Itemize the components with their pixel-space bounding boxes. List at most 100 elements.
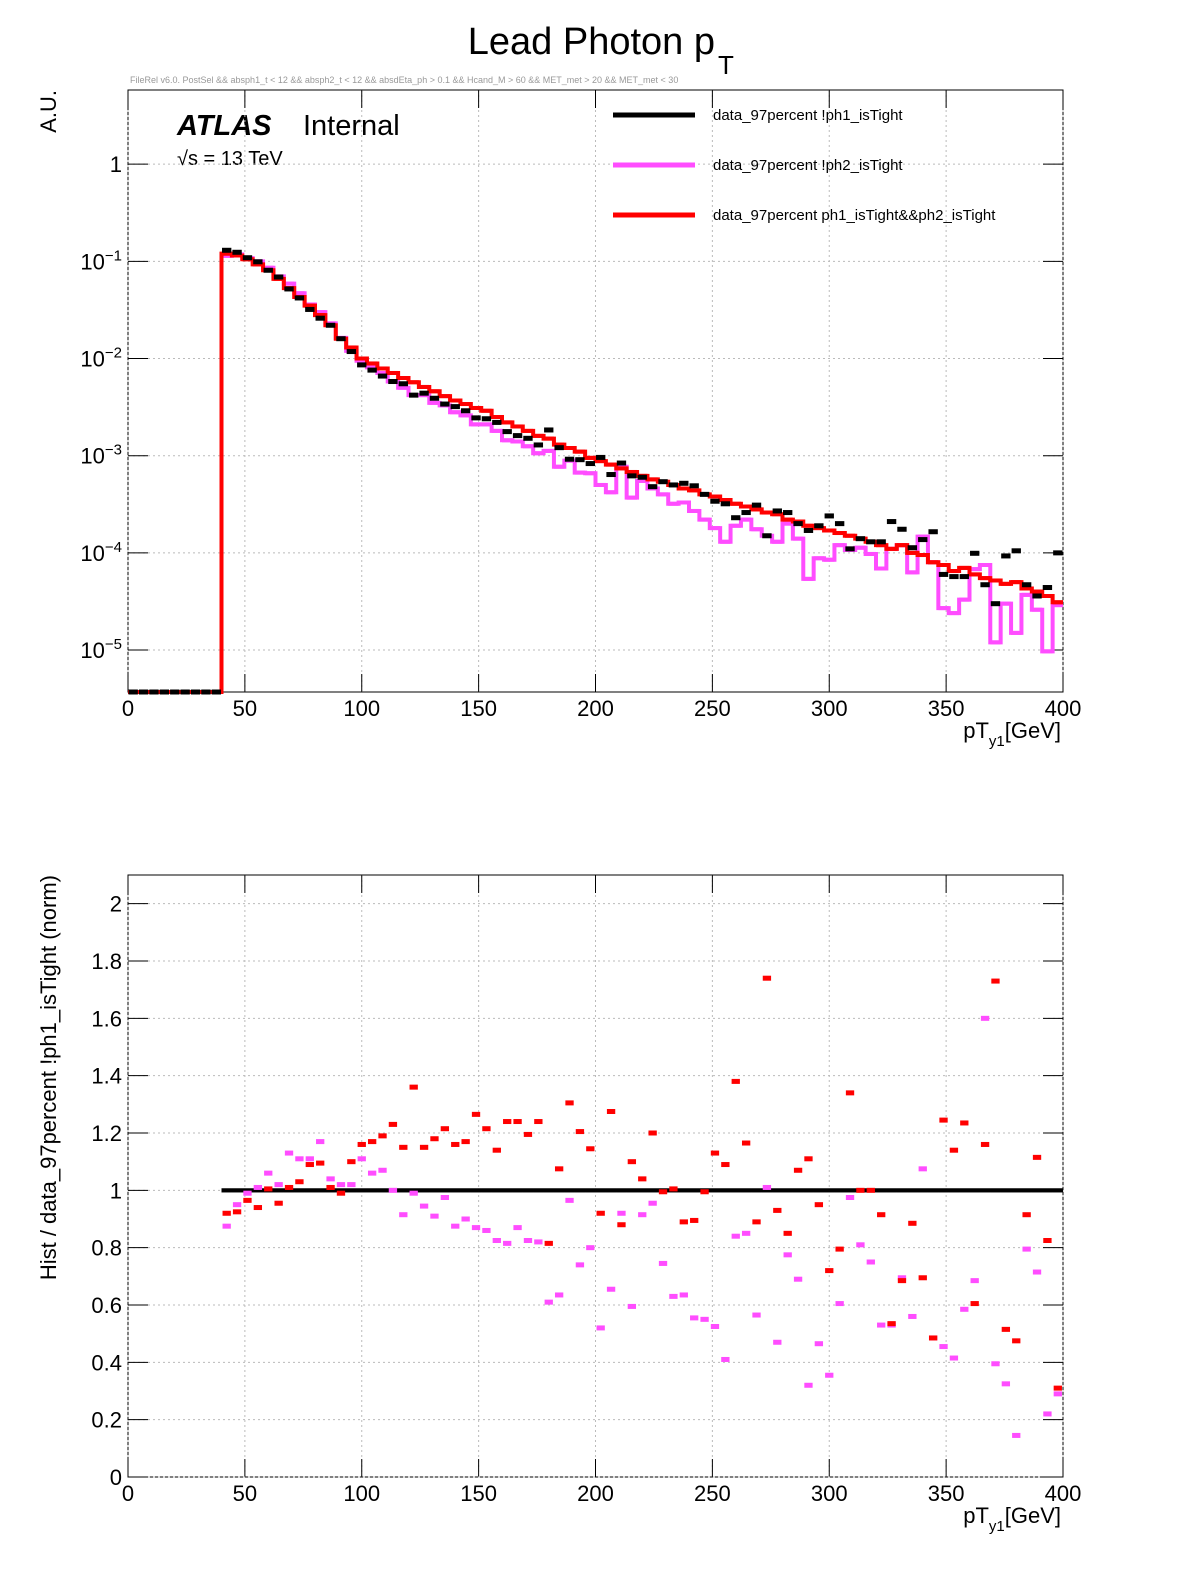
marker bbox=[357, 1141, 366, 1147]
marker bbox=[316, 1160, 325, 1166]
marker bbox=[689, 483, 699, 489]
marker bbox=[845, 546, 855, 552]
marker bbox=[876, 539, 886, 545]
marker bbox=[845, 1195, 855, 1200]
marker bbox=[471, 1111, 481, 1117]
marker bbox=[326, 1184, 335, 1190]
marker bbox=[284, 286, 294, 292]
marker bbox=[419, 1144, 429, 1150]
legend-label: data_97percent !ph2_isTight bbox=[713, 157, 903, 174]
marker bbox=[991, 978, 1000, 984]
marker bbox=[886, 519, 897, 525]
marker bbox=[544, 1299, 553, 1305]
marker bbox=[481, 416, 492, 422]
marker bbox=[596, 1325, 605, 1331]
marker bbox=[305, 1162, 314, 1168]
marker bbox=[710, 1324, 720, 1329]
marker bbox=[658, 1189, 668, 1195]
marker bbox=[855, 536, 866, 542]
y-tick-label: 0.2 bbox=[91, 1408, 122, 1433]
marker bbox=[990, 601, 1001, 607]
marker bbox=[669, 1186, 678, 1192]
marker bbox=[617, 1222, 626, 1228]
marker bbox=[960, 1306, 969, 1312]
marker bbox=[482, 1126, 491, 1132]
marker bbox=[222, 1210, 231, 1216]
marker bbox=[1012, 1338, 1021, 1344]
marker bbox=[647, 484, 658, 490]
marker bbox=[273, 274, 284, 280]
marker bbox=[316, 1139, 325, 1145]
marker bbox=[1032, 1269, 1042, 1275]
marker bbox=[138, 689, 149, 695]
marker bbox=[284, 1184, 294, 1190]
marker bbox=[960, 1120, 969, 1126]
marker bbox=[1012, 1432, 1021, 1438]
marker bbox=[460, 408, 471, 414]
y-axis-label: Hist / data_97percent !ph1_isTight (norm… bbox=[36, 875, 61, 1280]
energy-label: √s = 13 TeV bbox=[177, 148, 283, 170]
marker bbox=[751, 502, 762, 508]
marker bbox=[648, 1130, 657, 1136]
marker bbox=[315, 315, 325, 321]
step-outline bbox=[128, 251, 1063, 694]
marker bbox=[170, 689, 180, 695]
marker bbox=[949, 1147, 959, 1153]
marker bbox=[284, 1150, 294, 1156]
x-tick-label: 200 bbox=[577, 1481, 614, 1506]
marker bbox=[336, 1190, 346, 1196]
marker bbox=[180, 689, 190, 695]
marker bbox=[908, 1313, 917, 1319]
marker bbox=[440, 401, 450, 407]
marker bbox=[201, 689, 211, 695]
marker bbox=[959, 574, 969, 580]
marker bbox=[970, 1278, 979, 1284]
marker bbox=[503, 1240, 512, 1246]
marker bbox=[721, 1356, 730, 1362]
marker bbox=[253, 1205, 263, 1211]
marker bbox=[866, 1259, 875, 1265]
marker bbox=[429, 395, 440, 401]
marker bbox=[866, 539, 876, 545]
marker bbox=[907, 545, 918, 551]
marker bbox=[544, 427, 554, 433]
marker bbox=[835, 1246, 844, 1252]
marker bbox=[627, 473, 637, 479]
marker bbox=[1001, 1381, 1011, 1387]
marker bbox=[409, 392, 419, 398]
marker bbox=[669, 1293, 678, 1299]
x-axis-label: pTy1[GeV] bbox=[963, 718, 1061, 750]
marker bbox=[377, 373, 388, 379]
marker bbox=[627, 1159, 637, 1165]
x-tick-label: 150 bbox=[460, 1481, 497, 1506]
title: Lead Photon p bbox=[468, 21, 715, 63]
marker bbox=[928, 529, 938, 535]
marker bbox=[274, 1200, 283, 1206]
marker bbox=[554, 1166, 564, 1172]
x-tick-label: 300 bbox=[811, 1481, 848, 1506]
marker bbox=[263, 267, 273, 273]
marker bbox=[461, 1216, 470, 1222]
marker bbox=[357, 362, 367, 368]
marker bbox=[503, 1119, 512, 1125]
marker bbox=[232, 249, 242, 255]
marker bbox=[668, 482, 679, 488]
marker bbox=[699, 491, 710, 497]
marker bbox=[159, 689, 170, 695]
marker bbox=[939, 1344, 948, 1350]
marker bbox=[991, 1361, 1000, 1367]
marker bbox=[606, 472, 616, 478]
marker bbox=[616, 460, 627, 466]
marker bbox=[347, 1159, 356, 1165]
marker bbox=[814, 523, 824, 529]
marker bbox=[575, 457, 585, 463]
x-tick-label: 0 bbox=[122, 696, 134, 721]
marker bbox=[388, 1187, 398, 1193]
x-tick-label: 50 bbox=[233, 1481, 257, 1506]
y-tick-label: 1.4 bbox=[91, 1064, 122, 1089]
marker bbox=[419, 1203, 429, 1209]
marker bbox=[565, 1100, 574, 1106]
marker bbox=[690, 1217, 699, 1223]
marker bbox=[357, 1156, 366, 1162]
marker bbox=[274, 1182, 283, 1188]
